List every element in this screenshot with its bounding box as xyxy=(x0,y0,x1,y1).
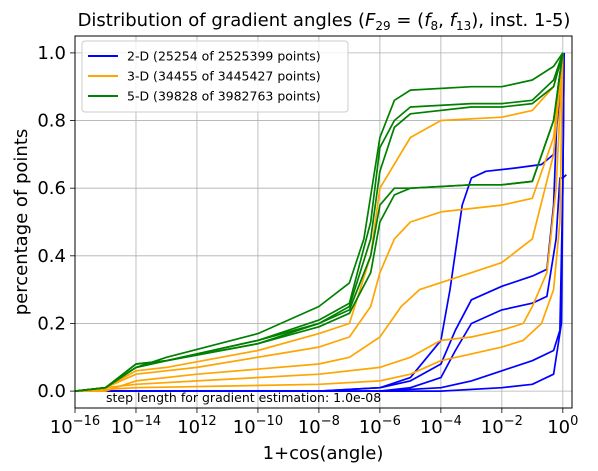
series-line xyxy=(75,52,564,392)
y-tick-label: 0.0 xyxy=(37,381,66,402)
x-tick-exponent: 12 xyxy=(200,414,217,429)
x-tick-base: 10 xyxy=(298,417,321,438)
x-tick-label: 10−6 xyxy=(359,414,401,438)
x-tick-exponent: −16 xyxy=(73,414,100,429)
x-tick-base: 10 xyxy=(111,417,134,438)
legend-entry: 2-D (25254 of 2525399 points) xyxy=(127,49,321,64)
x-tick-exponent: 0 xyxy=(570,414,578,429)
x-tick-base: 10 xyxy=(233,417,256,438)
legend-box xyxy=(81,40,349,113)
series-3 xyxy=(75,52,564,392)
x-tick-base: 10 xyxy=(50,417,73,438)
y-axis-label: percentage of points xyxy=(11,129,32,316)
x-tick-exponent: −4 xyxy=(443,414,462,429)
x-tick-label: 100 xyxy=(547,414,578,438)
x-tick-label: 10−4 xyxy=(420,414,462,438)
x-axis-label: 1+cos(angle) xyxy=(263,443,384,464)
series-line xyxy=(75,52,564,392)
x-tick-label: 10−8 xyxy=(298,414,340,438)
annotation-text: step length for gradient estimation: 1.0… xyxy=(106,390,381,405)
series-line xyxy=(75,52,564,392)
x-tick-base: 10 xyxy=(547,417,570,438)
x-axis-ticks: 10−16 10−14 1012 10−10 10−8 10−6 10−4 10−2 100 xyxy=(50,408,578,438)
legend-entry: 5-D (39828 of 3982763 points) xyxy=(127,89,321,104)
x-tick-exponent: −8 xyxy=(321,414,340,429)
series-lines xyxy=(75,52,567,392)
x-tick-base: 10 xyxy=(177,417,200,438)
x-tick-base: 10 xyxy=(420,417,443,438)
x-tick-label: 10−10 xyxy=(233,414,283,438)
y-tick-label: 0.6 xyxy=(37,178,66,199)
x-tick-label: 1012 xyxy=(177,414,216,438)
x-tick-label: 10−2 xyxy=(481,414,523,438)
x-tick-exponent: −2 xyxy=(504,414,523,429)
plot-frame xyxy=(74,35,573,409)
y-tick-label: 0.2 xyxy=(37,313,66,334)
x-tick-exponent: −14 xyxy=(134,414,161,429)
series-line xyxy=(75,52,564,392)
series-line xyxy=(75,52,565,392)
legend-entry: 3-D (34455 of 3445427 points) xyxy=(127,69,321,84)
y-tick-label: 0.4 xyxy=(37,246,66,267)
legend: 2-D (25254 of 2525399 points) 3-D (34455 … xyxy=(81,40,349,113)
x-tick-label: 10−16 xyxy=(50,414,100,438)
x-tick-base: 10 xyxy=(359,417,382,438)
x-tick-exponent: −10 xyxy=(256,414,283,429)
x-tick-base: 10 xyxy=(481,417,504,438)
chart-title: Distribution of gradient angles (F29 = (… xyxy=(78,10,571,33)
series-line xyxy=(75,52,564,392)
y-axis-ticks: 0.0 0.2 0.4 0.6 0.8 1.0 xyxy=(37,43,75,402)
x-tick-label: 10−14 xyxy=(111,414,161,438)
y-tick-label: 1.0 xyxy=(37,43,66,64)
y-tick-label: 0.8 xyxy=(37,111,66,132)
x-tick-exponent: −6 xyxy=(382,414,401,429)
